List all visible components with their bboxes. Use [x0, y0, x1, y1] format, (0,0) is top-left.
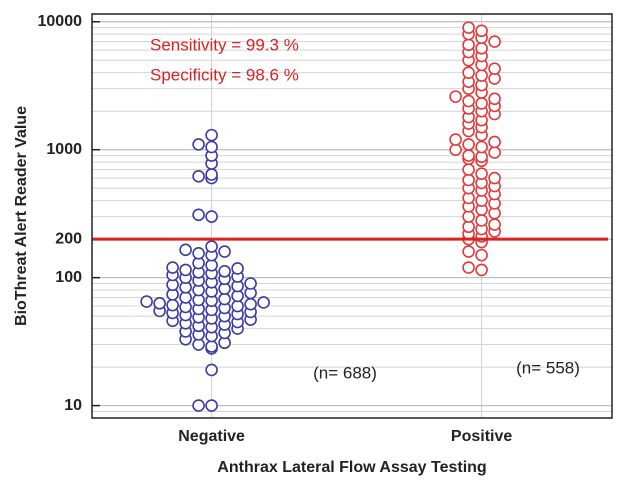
data-point: [179, 263, 192, 277]
data-point: [218, 265, 231, 278]
data-point: [488, 135, 501, 149]
data-point: [166, 298, 179, 312]
data-point: [462, 173, 475, 187]
data-point: [244, 297, 257, 311]
data-point: [475, 214, 488, 227]
data-point: [488, 146, 501, 159]
data-point: [488, 62, 501, 75]
annotation: (n= 558): [516, 358, 580, 377]
data-point: [166, 261, 179, 274]
data-point: [205, 210, 218, 223]
data-point: [475, 140, 488, 154]
data-point: [462, 245, 475, 258]
data-point: [179, 243, 192, 257]
data-point: [205, 363, 218, 377]
data-point: [488, 171, 501, 185]
data-point: [218, 245, 231, 258]
annotation: (n= 688): [313, 363, 377, 382]
data-point: [449, 90, 462, 103]
data-point: [257, 296, 270, 309]
data-point: [475, 42, 488, 55]
x-tick-label: Negative: [178, 428, 245, 445]
data-point: [192, 208, 205, 222]
y-axis-label: BioThreat Alert Reader Value: [13, 106, 30, 326]
data-point: [475, 69, 488, 82]
data-point: [462, 66, 475, 79]
data-point: [475, 248, 488, 262]
data-point: [192, 247, 205, 260]
x-axis-label: Anthrax Lateral Flow Assay Testing: [217, 459, 486, 476]
data-point: [192, 169, 205, 183]
data-point: [488, 218, 501, 231]
y-tick-label: 1000: [46, 141, 82, 158]
annotation: Sensitivity = 99.3 %: [150, 35, 299, 54]
data-point: [205, 140, 218, 154]
data-point: [205, 128, 218, 142]
data-point: [462, 138, 475, 151]
data-point: [488, 35, 501, 48]
data-point: [205, 340, 218, 353]
data-point: [462, 38, 475, 52]
data-point: [205, 168, 218, 181]
data-point: [462, 163, 475, 176]
data-point: [462, 261, 475, 274]
x-tick-label: Positive: [451, 428, 512, 445]
data-point: [218, 292, 231, 306]
data-point: [475, 167, 488, 180]
data-point: [488, 92, 501, 106]
data-point: [475, 24, 488, 38]
data-point: [449, 133, 462, 146]
data-point: [462, 149, 475, 162]
data-point: [192, 138, 205, 151]
data-point: [205, 399, 218, 412]
data-point: [462, 21, 475, 34]
data-point: [462, 94, 475, 108]
y-tick-label: 200: [55, 230, 82, 247]
y-tick-label: 10000: [38, 13, 83, 30]
data-point: [140, 295, 153, 308]
plot-area: [92, 14, 612, 418]
data-point: [475, 263, 488, 277]
y-tick-label: 100: [55, 269, 82, 286]
data-point: [192, 399, 205, 412]
data-point: [205, 240, 218, 253]
y-tick-label: 10: [64, 397, 82, 414]
plot-frame: [91, 13, 613, 419]
data-point: [231, 262, 244, 275]
annotation: Specificity = 98.6 %: [150, 65, 299, 84]
data-point: [475, 97, 488, 110]
data-point: [244, 277, 257, 290]
data-point: [153, 297, 166, 310]
